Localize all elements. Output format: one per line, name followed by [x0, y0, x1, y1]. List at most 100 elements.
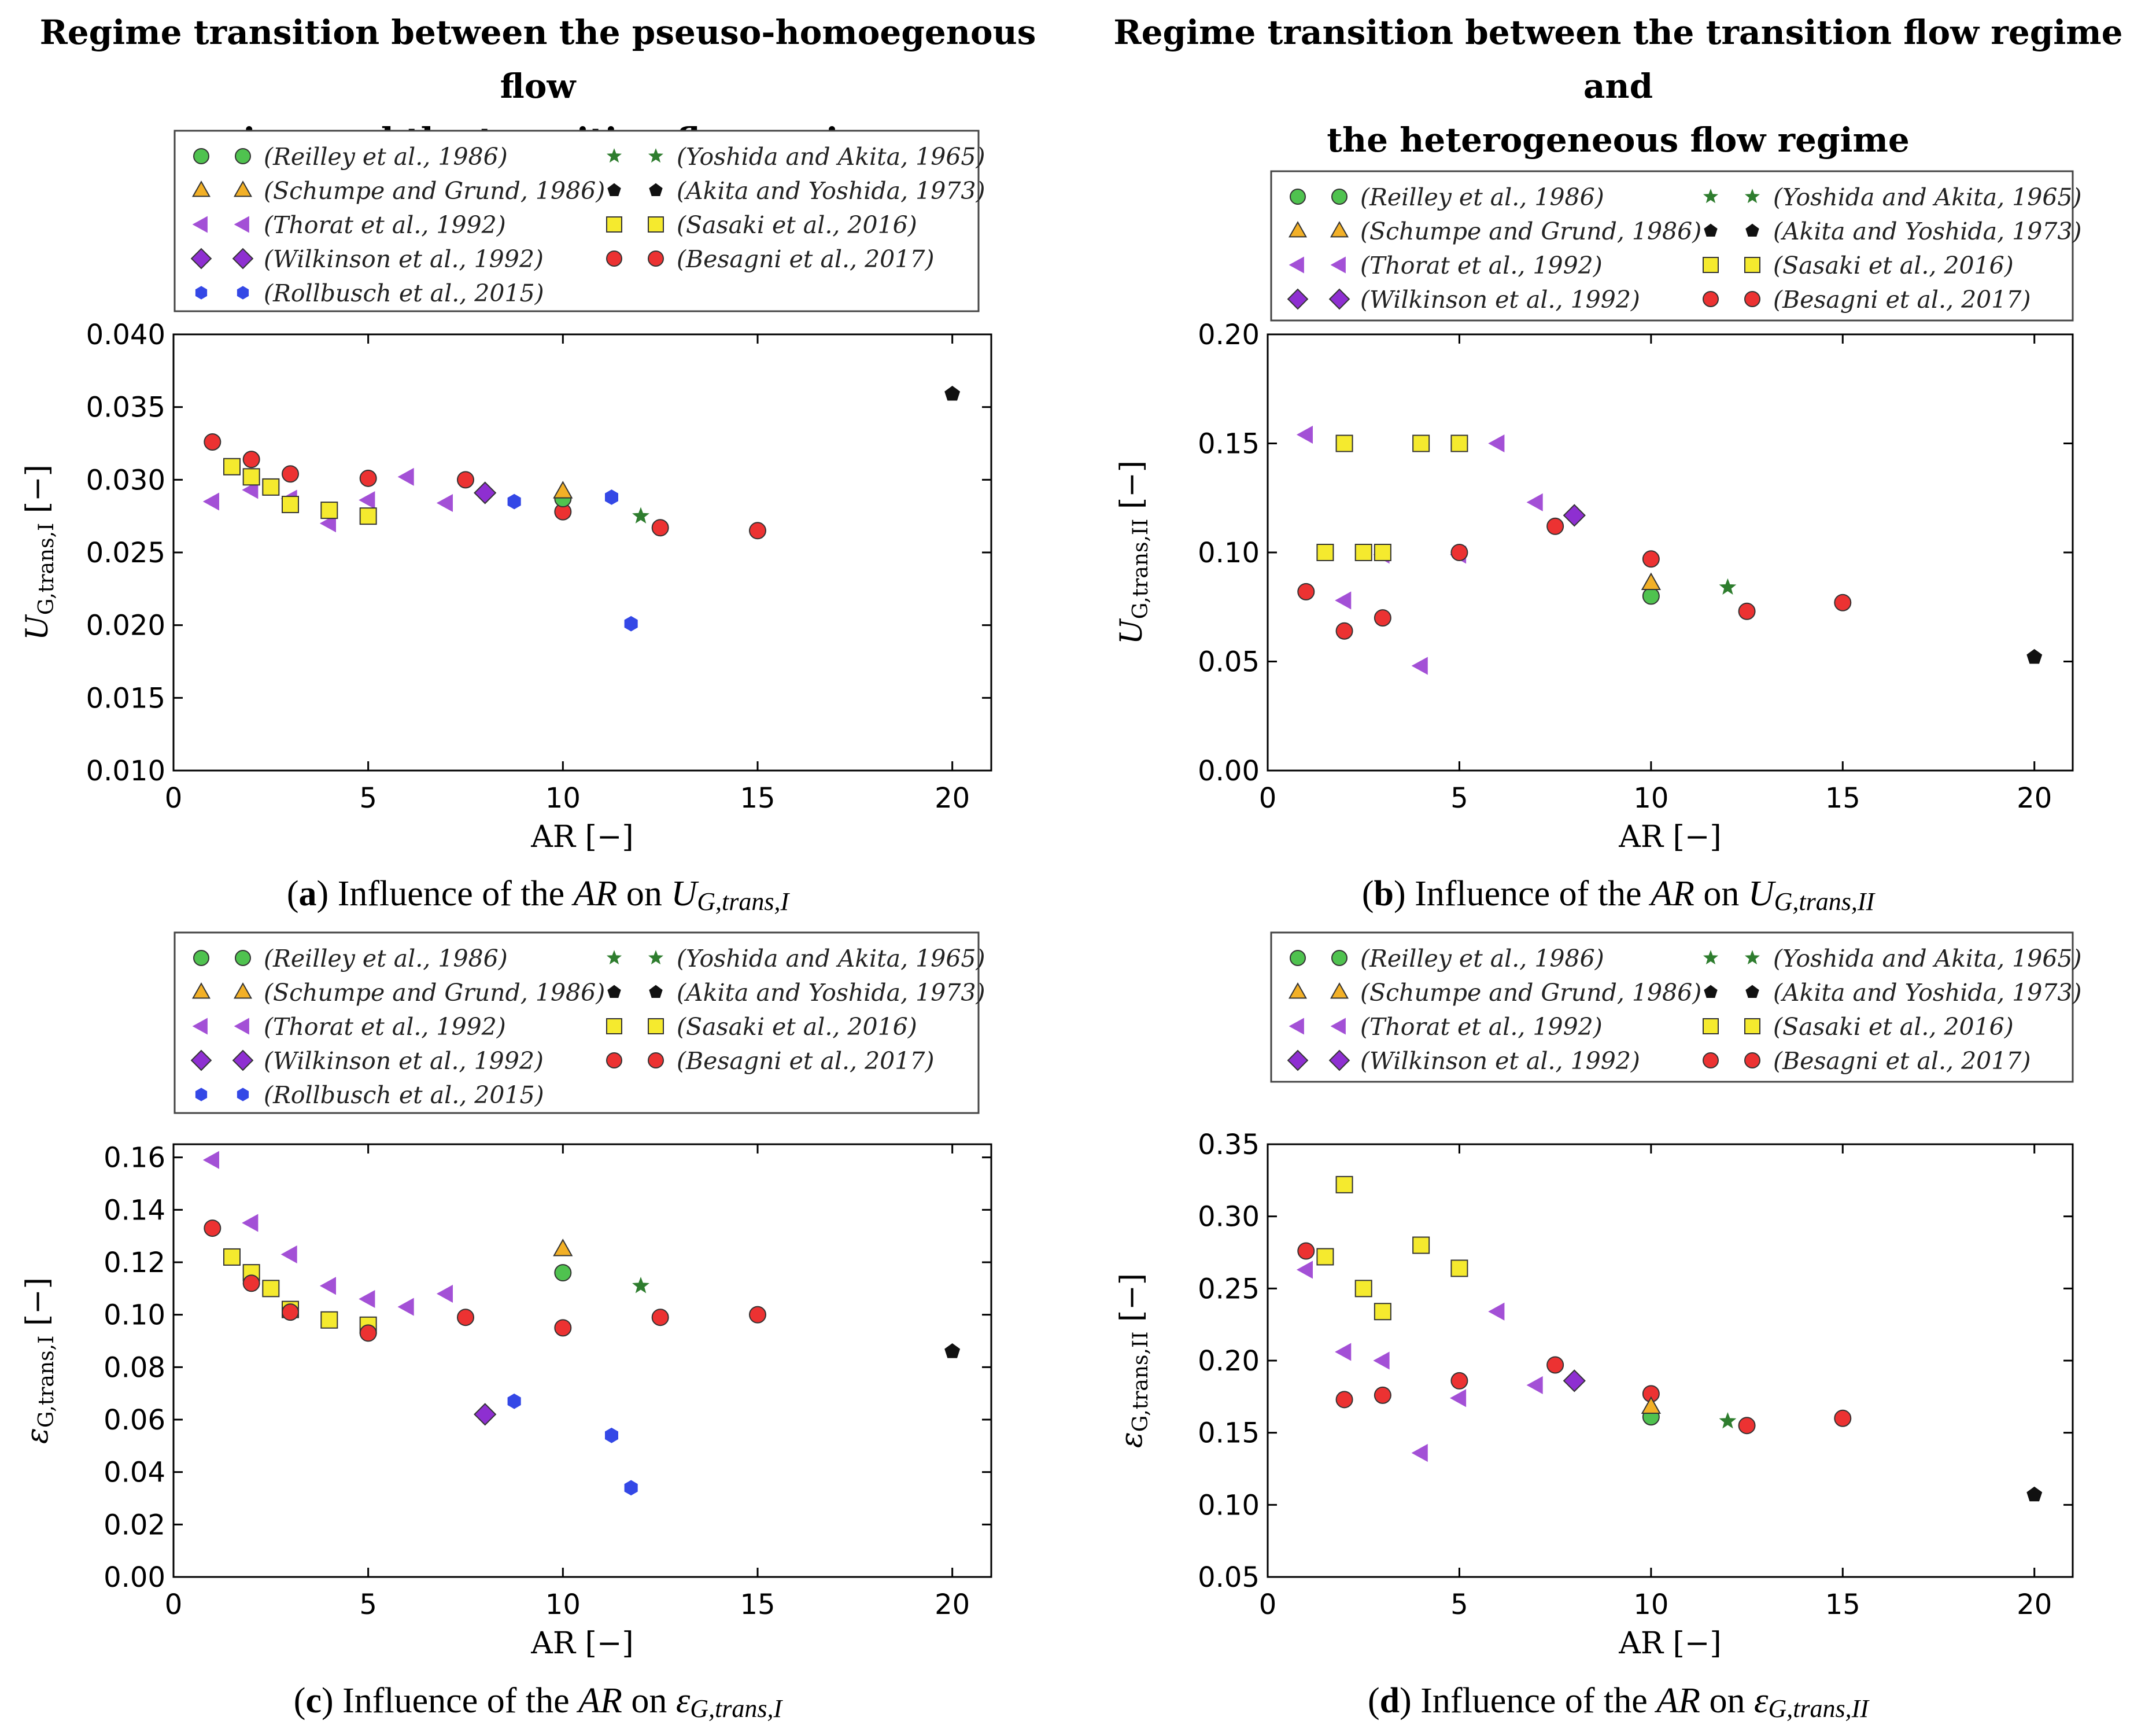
y-tick-label-c-2: 0.04	[104, 1457, 165, 1489]
legend-marker-besagni-2	[1744, 291, 1760, 307]
y-axis-label-b: UG,trans,II [−]	[1114, 460, 1153, 644]
point-c-besagni-4	[457, 1309, 474, 1326]
caption-d: (d) Influence of the AR on εG,trans,II	[1367, 1681, 1869, 1723]
y-axis-label-c: εG,trans,I [−]	[20, 1277, 58, 1444]
legend-marker-yoshida-2	[1744, 189, 1760, 204]
caption-a-on: on	[626, 874, 662, 913]
point-c-besagni-6	[651, 1309, 669, 1326]
point-c-rollbusch-2	[624, 1480, 638, 1496]
legend-item-besagni: (Besagni et al., 2017)	[606, 1047, 934, 1075]
point-d-yoshida-0	[1719, 1412, 1737, 1429]
legend-marker-thorat-2	[1330, 1018, 1346, 1035]
series-b-thorat	[1296, 425, 1543, 675]
series-b-sasaki	[1316, 434, 1468, 561]
legend-marker-schumpe-1	[191, 982, 211, 999]
point-c-rollbusch-1	[605, 1427, 618, 1443]
series-b-reilley	[1642, 587, 1660, 605]
point-c-rollbusch-0	[507, 1393, 521, 1409]
point-d-schumpe-0	[1641, 1396, 1662, 1414]
point-a-sasaki-1	[242, 468, 260, 486]
legend-label-thorat: (Thorat et al., 1992)	[264, 1013, 506, 1041]
point-a-besagni-7	[749, 522, 766, 540]
y-tick-label-c-1: 0.02	[104, 1509, 165, 1541]
point-d-sasaki-5	[1450, 1259, 1468, 1277]
point-a-besagni-3	[359, 469, 377, 487]
point-c-thorat-1	[242, 1214, 259, 1232]
legend-marker-wilkinson-2	[232, 248, 254, 270]
point-b-besagni-3	[1450, 544, 1468, 561]
legend-marker-reilley-1	[1290, 950, 1306, 966]
legend-marker-wilkinson-2	[1328, 1049, 1350, 1071]
point-c-thorat-2	[280, 1245, 297, 1263]
legend-label-reilley: (Reilley et al., 1986)	[264, 143, 508, 171]
legend-label-rollbusch: (Rollbusch et al., 2015)	[264, 279, 544, 307]
legend-label-sasaki: (Sasaki et al., 2016)	[1773, 1013, 2014, 1041]
legend-marker-thorat-1	[192, 1018, 208, 1035]
caption-b-var: AR	[1651, 874, 1694, 913]
legend-label-akita: (Akita and Yoshida, 1973)	[1773, 218, 2081, 245]
legend-marker-yoshida-1	[1703, 189, 1719, 204]
legend-item-sasaki: (Sasaki et al., 2016)	[1703, 1013, 2014, 1041]
legend-label-schumpe: (Schumpe and Grund, 1986)	[264, 177, 605, 205]
point-b-wilkinson-0	[1563, 504, 1586, 527]
scatter-chart-c: (Reilley et al., 1986) (Schumpe and Grund…	[20, 931, 992, 1661]
legend-label-reilley: (Reilley et al., 1986)	[1360, 945, 1604, 972]
point-c-sasaki-2	[262, 1280, 280, 1298]
legend-item-yoshida: (Yoshida and Akita, 1965)	[1703, 183, 2081, 211]
y-tick-label-d-1: 0.10	[1198, 1489, 1260, 1521]
legend-marker-besagni-2	[648, 1052, 664, 1068]
legend-item-thorat: (Thorat et al., 1992)	[1289, 252, 1603, 279]
point-b-thorat-1	[1335, 591, 1352, 610]
point-b-yoshida-0	[1719, 578, 1737, 595]
point-d-besagni-2	[1374, 1386, 1391, 1404]
point-c-besagni-0	[204, 1219, 221, 1237]
legend-item-thorat: (Thorat et al., 1992)	[192, 1013, 506, 1041]
legend-marker-wilkinson-1	[190, 248, 212, 270]
legend-item-reilley: (Reilley et al., 1986)	[1290, 183, 1604, 211]
legend-label-wilkinson: (Wilkinson et al., 1992)	[1360, 286, 1640, 314]
point-b-schumpe-0	[1641, 572, 1662, 590]
legend-marker-yoshida-1	[606, 950, 622, 965]
point-b-thorat-6	[1526, 493, 1543, 511]
point-a-thorat-1	[242, 481, 259, 499]
legend-marker-wilkinson-2	[1328, 288, 1350, 310]
caption-c-sub: G,trans,I	[690, 1694, 782, 1723]
legend-d: (Reilley et al., 1986) (Schumpe and Grund…	[1270, 931, 2081, 1083]
y-tick-label-c-0: 0.00	[104, 1561, 165, 1594]
y-tick-label-d-2: 0.15	[1198, 1417, 1260, 1450]
series-d-akita	[2026, 1486, 2043, 1502]
legend-item-sasaki: (Sasaki et al., 2016)	[606, 1013, 917, 1041]
y-tick-label-b-4: 0.20	[1198, 319, 1260, 351]
legend-label-reilley: (Reilley et al., 1986)	[1360, 183, 1604, 211]
legend-marker-yoshida-1	[1703, 950, 1719, 965]
x-tick-label-d-0: 0	[1259, 1589, 1277, 1621]
point-c-besagni-5	[554, 1319, 572, 1337]
legend-item-sasaki: (Sasaki et al., 2016)	[606, 211, 917, 239]
series-a-thorat	[202, 467, 453, 533]
legend-marker-reilley-2	[1331, 189, 1348, 205]
legend-marker-schumpe-2	[1330, 221, 1349, 238]
point-c-schumpe-0	[553, 1239, 573, 1256]
point-d-besagni-4	[1546, 1356, 1564, 1374]
point-c-thorat-5	[397, 1298, 414, 1316]
legend-marker-akita-2	[649, 183, 663, 196]
legend-marker-schumpe-2	[233, 180, 253, 197]
point-d-sasaki-0	[1316, 1248, 1334, 1266]
legend-label-thorat: (Thorat et al., 1992)	[1360, 1013, 1603, 1041]
legend-marker-yoshida-2	[648, 148, 664, 163]
legend-marker-reilley-1	[1290, 189, 1306, 205]
y-tick-label-d-6: 0.35	[1198, 1129, 1260, 1161]
caption-c-on: on	[631, 1681, 667, 1720]
point-b-sasaki-3	[1374, 544, 1391, 561]
legend-marker-akita-2	[1745, 223, 1759, 237]
legend-item-yoshida: (Yoshida and Akita, 1965)	[606, 143, 985, 171]
y-tick-label-a-3: 0.025	[86, 537, 165, 569]
point-d-besagni-0	[1297, 1242, 1315, 1260]
legend-marker-sasaki-2	[1744, 1018, 1760, 1034]
series-c-wilkinson	[474, 1403, 497, 1426]
chart-panel-b: (Reilley et al., 1986) (Schumpe and Grund…	[1080, 0, 2156, 868]
legend-marker-akita-1	[607, 985, 621, 998]
caption-c-sym: ε	[675, 1681, 691, 1720]
caption-c-text: Influence of the	[342, 1681, 570, 1720]
y-tick-label-c-3: 0.06	[104, 1404, 165, 1436]
